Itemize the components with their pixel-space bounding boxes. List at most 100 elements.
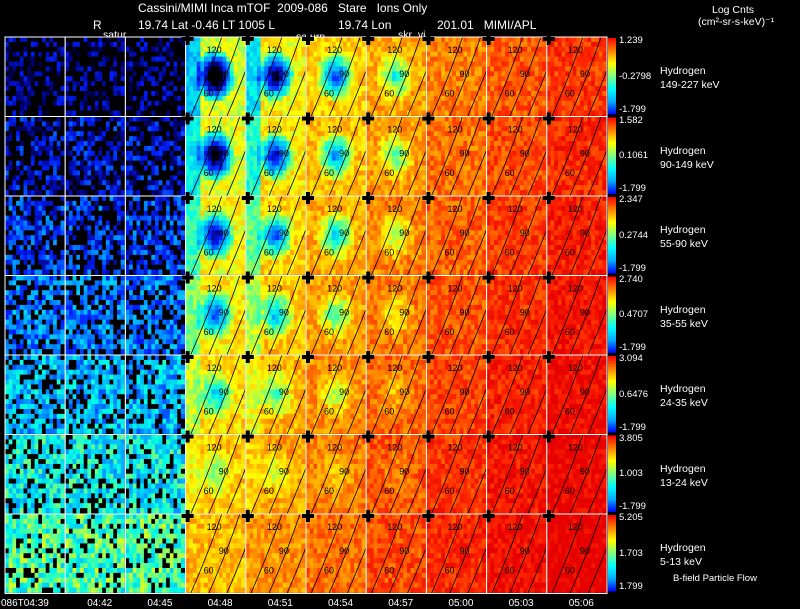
heatmap-cell <box>346 175 351 181</box>
heatmap-cell <box>30 105 35 111</box>
heatmap-cell <box>98 56 103 62</box>
heatmap-cell <box>125 150 130 157</box>
heatmap-cell <box>508 37 513 43</box>
heatmap-cell <box>309 46 314 53</box>
heatmap-cell <box>317 141 322 147</box>
heatmap-cell <box>335 95 340 102</box>
heatmap-cell <box>60 86 65 92</box>
heatmap-cell <box>233 150 238 157</box>
heatmap-cell <box>230 61 235 67</box>
heatmap-cell <box>441 116 446 122</box>
heatmap-cell <box>180 185 185 191</box>
heatmap-cell <box>494 41 499 48</box>
heatmap-cell <box>557 61 562 67</box>
heatmap-cell <box>132 100 137 107</box>
heatmap-cell <box>143 100 148 107</box>
heatmap-cell <box>580 71 585 77</box>
heatmap-cell <box>369 56 374 62</box>
heatmap-cell <box>366 185 371 191</box>
heatmap-cell <box>249 76 254 82</box>
heatmap-cell <box>53 61 58 67</box>
heatmap-cell <box>196 145 201 152</box>
heatmap-cell <box>444 165 449 171</box>
heatmap-cell <box>253 81 258 87</box>
heatmap-cell <box>260 170 265 176</box>
heatmap-cell <box>414 76 419 82</box>
heatmap-cell <box>27 95 32 102</box>
heatmap-cell <box>200 160 205 166</box>
heatmap-cell <box>42 110 47 116</box>
heatmap-cell <box>271 131 276 137</box>
heatmap-cell <box>226 51 231 58</box>
heatmap-cell <box>155 46 160 53</box>
heatmap-cell <box>83 71 88 77</box>
heatmap-cell <box>421 100 426 107</box>
heatmap-cell <box>34 126 39 132</box>
heatmap-cell <box>68 175 73 181</box>
heatmap-cell <box>598 61 603 67</box>
spacecraft-marker <box>542 37 555 41</box>
heatmap-cell <box>538 150 543 157</box>
heatmap-cell <box>430 100 435 107</box>
heatmap-cell <box>237 121 242 127</box>
heatmap-cell <box>587 51 592 58</box>
heatmap-cell <box>169 160 174 166</box>
heatmap-cell <box>94 46 99 53</box>
heatmap-cell <box>357 56 362 62</box>
heatmap-cell <box>534 76 539 82</box>
heatmap-cell <box>268 185 273 191</box>
heatmap-cell <box>516 41 521 48</box>
heatmap-cell <box>241 190 246 196</box>
heatmap-cell <box>373 37 378 43</box>
heatmap-cell <box>27 71 32 77</box>
heatmap-cell <box>34 165 39 171</box>
heatmap-cell <box>576 110 581 116</box>
heatmap-cell <box>474 190 479 196</box>
heatmap-cell <box>87 150 92 157</box>
heatmap-cell <box>23 126 28 132</box>
heatmap-cell <box>282 110 287 116</box>
heatmap-cell <box>399 61 404 67</box>
heatmap-cell <box>158 155 163 162</box>
heatmap-cell <box>268 105 273 111</box>
heatmap-cell <box>87 141 92 147</box>
heatmap-cell <box>147 71 152 77</box>
heatmap-cell <box>538 121 543 127</box>
heatmap-cell <box>406 116 411 122</box>
heatmap-cell <box>143 165 148 171</box>
heatmap-cell <box>591 105 596 111</box>
heatmap-cell <box>253 37 258 43</box>
heatmap-cell <box>381 126 386 132</box>
heatmap-cell <box>534 105 539 111</box>
heatmap-cell <box>162 61 167 67</box>
heatmap-cell <box>392 141 397 147</box>
heatmap-cell <box>290 131 295 137</box>
heatmap-cell <box>474 165 479 171</box>
heatmap-cell <box>207 56 212 62</box>
heatmap-cell <box>490 71 495 77</box>
heatmap-cell <box>467 90 472 97</box>
heatmap-cell <box>293 86 298 92</box>
heatmap-cell <box>102 155 107 162</box>
heatmap-cell <box>474 105 479 111</box>
heatmap-cell <box>233 170 238 176</box>
heatmap-cell <box>45 190 50 196</box>
heatmap-cell <box>155 37 160 43</box>
heatmap-cell <box>136 185 141 191</box>
heatmap-cell <box>30 46 35 53</box>
heatmap-cell <box>226 76 231 82</box>
heatmap-cell <box>478 100 483 107</box>
heatmap-cell <box>185 76 190 82</box>
heatmap-cell <box>381 110 386 116</box>
heatmap-cell <box>53 180 58 186</box>
heatmap-cell <box>204 185 209 191</box>
heatmap-cell <box>467 51 472 58</box>
heatmap-cell <box>426 185 431 191</box>
heatmap-cell <box>494 165 499 171</box>
heatmap-cell <box>335 160 340 166</box>
heatmap-cell <box>65 46 70 53</box>
heatmap-cell <box>328 90 333 97</box>
heatmap-cell <box>19 90 24 97</box>
heatmap-cell <box>268 41 273 48</box>
heatmap-cell <box>162 41 167 48</box>
